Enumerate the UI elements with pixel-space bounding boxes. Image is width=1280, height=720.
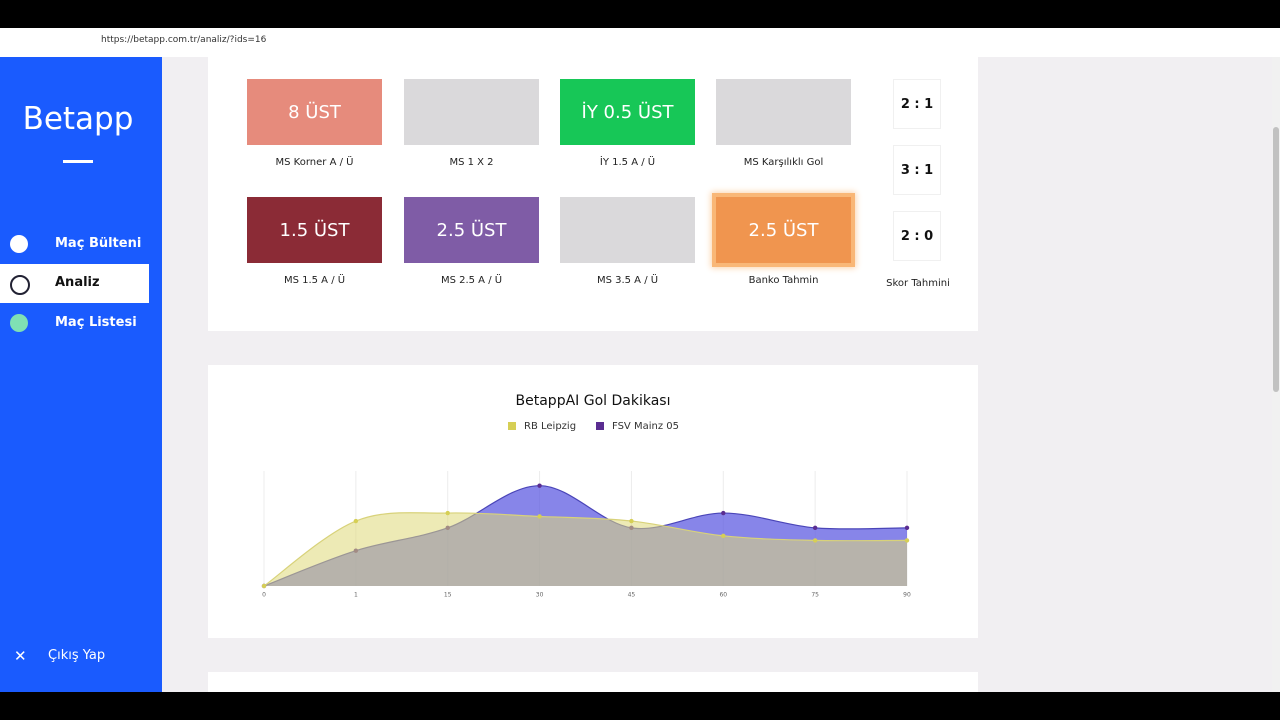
series-point: [629, 518, 634, 524]
prediction-label: MS 2.5 A / Ü: [440, 275, 503, 286]
prediction-box: 2.5 ÜST: [716, 197, 851, 263]
series-point: [812, 538, 818, 543]
content: Skor Tahmini 8 ÜST MS Korner A / Ü MS 1 X …: [162, 57, 1272, 692]
menu-icon: [10, 235, 28, 253]
prediction-card: Skor Tahmini 8 ÜST MS Korner A / Ü MS 1 X …: [208, 57, 978, 331]
legend-label: RB Leipzig: [524, 421, 576, 432]
series-point: [721, 533, 726, 539]
menu-icon: [10, 275, 30, 295]
x-tick-label: 1: [354, 592, 358, 599]
url[interactable]: https://betapp.com.tr/analiz/?ids=16: [101, 35, 267, 45]
prediction-box: 8 ÜST: [247, 79, 382, 145]
brand: Betapp: [22, 101, 134, 137]
menu-item[interactable]: Maç Bülteni: [55, 236, 142, 251]
prediction-label: MS Korner A / Ü: [275, 157, 354, 168]
chart: BetappAI Gol Dakikası 0 1 15 30 45 60 75 90 RB L…: [261, 393, 911, 599]
prediction-box: İY 0.5 ÜST: [560, 79, 695, 145]
menu-item[interactable]: Analiz: [55, 275, 100, 290]
prediction-box: [404, 79, 539, 145]
series-point: [537, 483, 542, 488]
score-box: 2 : 1: [893, 79, 941, 129]
series-point: [537, 514, 542, 519]
series-point: [904, 525, 910, 531]
series-point: [353, 518, 359, 524]
series-point: [812, 525, 818, 531]
x-tick-label: 15: [444, 592, 452, 599]
brand-underline: [63, 160, 93, 163]
prediction-label: MS Karşılıklı Gol: [743, 157, 824, 168]
next-card: [208, 672, 978, 692]
prediction-label: Banko Tahmin: [748, 275, 819, 286]
series-area: [264, 512, 907, 586]
prediction-label: MS 3.5 A / Ü: [596, 275, 659, 286]
score-label: Skor Tahmini: [886, 278, 950, 289]
legend-swatch: [596, 422, 604, 430]
prediction-label: MS 1 X 2: [449, 157, 494, 168]
x-tick-label: 0: [262, 592, 266, 599]
x-tick-label: 75: [811, 592, 819, 599]
prediction-box: [560, 197, 695, 263]
x-tick-label: 45: [628, 592, 636, 599]
browser-bar: [0, 28, 1280, 57]
score-box: 3 : 1: [893, 145, 941, 195]
chart-card: BetappAI Gol Dakikası 0 1 15 30 45 60 75 90 RB L…: [208, 365, 978, 638]
x-tick-label: 90: [903, 592, 911, 599]
scrollbar[interactable]: [1272, 57, 1280, 692]
x-tick-label: 30: [536, 592, 544, 599]
chart-title: BetappAI Gol Dakikası: [516, 393, 671, 409]
series-point: [261, 583, 267, 589]
menu-item[interactable]: Maç Listesi: [55, 315, 137, 330]
prediction-box: [716, 79, 851, 145]
series-point: [721, 510, 726, 516]
logout-icon[interactable]: ✕: [14, 647, 27, 665]
menu-icon: [10, 314, 28, 332]
legend-swatch: [508, 422, 516, 430]
logout[interactable]: Çıkış Yap: [48, 648, 106, 663]
series-point: [445, 510, 450, 516]
sidebar: Betapp Maç Bülteni Analiz Maç Listesi ✕ …: [0, 57, 162, 692]
x-tick-label: 60: [719, 592, 727, 599]
score-box: 2 : 0: [893, 211, 941, 261]
prediction-label: İY 1.5 A / Ü: [599, 157, 656, 168]
prediction-box: 2.5 ÜST: [404, 197, 539, 263]
prediction-label: MS 1.5 A / Ü: [283, 275, 346, 286]
series-point: [904, 538, 910, 543]
prediction-box: 1.5 ÜST: [247, 197, 382, 263]
legend-label: FSV Mainz 05: [612, 421, 679, 432]
